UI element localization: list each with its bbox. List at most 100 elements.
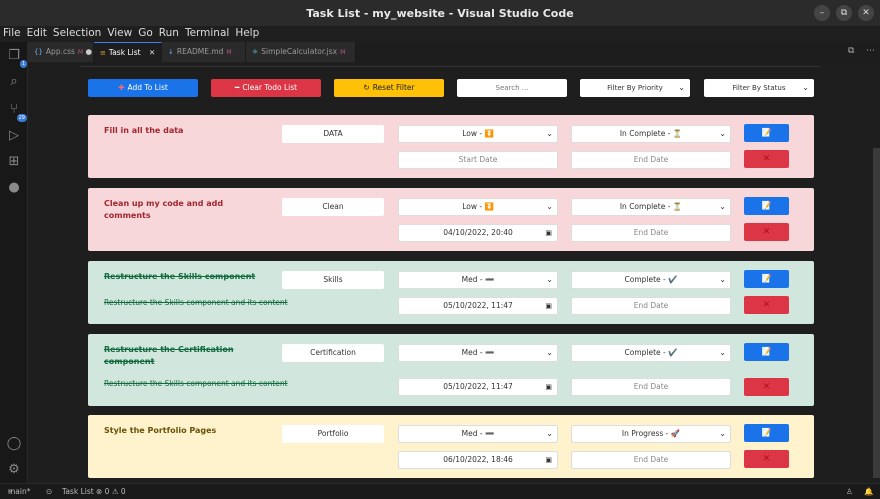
task-start-date-input[interactable]: 05/10/2022, 11:47 ▣ [398,378,558,396]
menu-file[interactable]: File [3,27,21,39]
clear-todo-list-button[interactable]: ━ Clear Todo List [211,79,321,97]
branch-name: main* [8,487,31,496]
notifications-bell-icon[interactable]: 🔔 [864,487,874,496]
task-start-date-input[interactable]: 06/10/2022, 18:46 ▣ [398,451,558,469]
edit-task-button[interactable]: 📝 [744,424,789,442]
minimize-button[interactable]: – [814,5,830,21]
task-priority-select[interactable]: Med - ➖ ⌄ [398,425,558,443]
branch-icon: ⑂ [8,487,13,496]
task-end-date-input[interactable]: End Date [571,378,731,396]
chevron-down-icon: ⌄ [719,202,726,211]
menu-run[interactable]: Run [158,27,179,39]
task-status-value: In Progress - 🚀 [621,429,681,438]
task-category-input[interactable]: Skills [282,271,384,289]
chevron-down-icon: ⌄ [719,129,726,138]
filter-by-priority-select[interactable]: Filter By Priority ⌄ [580,79,690,97]
menu-selection[interactable]: Selection [52,27,102,39]
task-status-select[interactable]: In Complete - ⏳ ⌄ [571,198,731,216]
window-title: Task List - my_website - Visual Studio C… [306,7,574,20]
edit-task-button[interactable]: 📝 [744,124,789,142]
task-start-date-value: 05/10/2022, 11:47 [443,382,513,391]
task-title: Fill in all the data [104,126,184,135]
edit-task-button[interactable]: 📝 [744,270,789,288]
chevron-down-icon: ⌄ [546,129,553,138]
explorer-badge: 1 [19,60,27,68]
task-priority-select[interactable]: Med - ➖ ⌄ [398,271,558,289]
refresh-icon: ↻ [363,83,370,92]
menu-go[interactable]: Go [138,27,153,39]
task-priority-select[interactable]: Med - ➖ ⌄ [398,344,558,362]
task-category-input[interactable]: DATA [282,125,384,143]
reset-filter-button[interactable]: ↻ Reset Filter [334,79,444,97]
task-end-date-input[interactable]: End Date [571,224,731,242]
tab-simple-calculator[interactable]: ⚛ SimpleCalculator.jsx M [246,42,356,62]
task-start-date-value: Start Date [458,155,498,164]
delete-task-button[interactable]: ✕ [744,450,789,468]
menu-bar: File Edit Selection View Go Run Terminal Help [0,26,880,42]
task-status-select[interactable]: In Progress - 🚀 ⌄ [571,425,731,443]
task-status-select[interactable]: In Complete - ⏳ ⌄ [571,125,731,143]
add-to-list-button[interactable]: ✚ Add To List [88,79,198,97]
edit-task-button[interactable]: 📝 [744,197,789,215]
problems-indicator[interactable]: ⊗ 0 ⚠ 0 [96,487,126,496]
editor-area: ✚ Add To List ━ Clear Todo List ↻ Reset Fil… [28,62,880,483]
source-control-icon[interactable]: ⑂ 29 [10,102,27,122]
task-end-date-input[interactable]: End Date [571,297,731,315]
sync-icon[interactable]: ⊙ [46,487,53,496]
more-actions-icon[interactable]: ⋯ [866,46,875,56]
task-start-date-input[interactable]: Start Date [398,151,558,169]
task-category-input[interactable]: Clean [282,198,384,216]
calendar-icon[interactable]: ▣ [545,229,552,237]
delete-task-button[interactable]: ✕ [744,150,789,168]
task-description: Restructure the Skills component and its… [104,379,288,388]
edit-icon: 📝 [761,428,772,437]
search-icon[interactable]: ⌕ [10,74,18,89]
calendar-icon[interactable]: ▣ [545,456,552,464]
filter-by-status-select[interactable]: Filter By Status ⌄ [704,79,814,97]
explorer-icon[interactable]: ❐ 1 [8,48,27,68]
task-category-input[interactable]: Portfolio [282,425,384,443]
close-tab-icon[interactable]: ✕ [148,48,156,57]
menu-edit[interactable]: Edit [26,27,47,39]
task-start-date-input[interactable]: 05/10/2022, 11:47 ▣ [398,297,558,315]
run-debug-icon[interactable]: ▷ [9,128,19,143]
delete-task-button[interactable]: ✕ [744,296,789,314]
task-start-date-input[interactable]: 04/10/2022, 20:40 ▣ [398,224,558,242]
edit-task-button[interactable]: 📝 [744,343,789,361]
task-status-select[interactable]: Complete - ✔️ ⌄ [571,271,731,289]
account-icon[interactable]: ◯ [6,436,22,451]
chevron-down-icon: ⌄ [719,429,726,438]
task-priority-select[interactable]: Low - ⏬ ⌄ [398,198,558,216]
menu-view[interactable]: View [107,27,133,39]
accounts-status-icon[interactable]: ♙ [846,487,853,496]
filter-by-status-label: Filter By Status [732,84,786,92]
extensions-icon[interactable]: ⊞ [8,154,20,169]
tab-readme[interactable]: ↓ README.md M [162,42,246,62]
close-window-button[interactable]: ✕ [858,5,874,21]
add-to-list-label: Add To List [127,83,168,92]
calendar-icon[interactable]: ▣ [545,302,552,310]
chevron-down-icon: ⌄ [546,275,553,284]
delete-task-button[interactable]: ✕ [744,223,789,241]
modified-marker: M [77,49,84,56]
maximize-button[interactable]: ⧉ [836,5,852,21]
tab-label: App.css [45,47,75,56]
menu-terminal[interactable]: Terminal [184,27,230,39]
task-priority-select[interactable]: Low - ⏬ ⌄ [398,125,558,143]
search-input[interactable]: Search ... [457,79,567,97]
editor-scrollbar[interactable] [873,148,880,478]
split-editor-icon[interactable]: ⧉ [848,46,855,56]
task-end-date-input[interactable]: End Date [571,151,731,169]
task-end-date-input[interactable]: End Date [571,451,731,469]
delete-icon: ✕ [762,154,771,164]
task-category-input[interactable]: Certification [282,344,384,362]
calendar-icon[interactable]: ▣ [545,383,552,391]
menu-help[interactable]: Help [235,27,260,39]
github-icon[interactable]: ● [8,180,20,195]
task-status-select[interactable]: Complete - ✔️ ⌄ [571,344,731,362]
status-task-name[interactable]: Task List [62,487,94,496]
settings-gear-icon[interactable]: ⚙ [8,462,20,477]
tab-app-css[interactable]: {} App.css M ● [28,42,94,62]
tab-task-list[interactable]: ≡ Task List ✕ [94,42,162,62]
delete-task-button[interactable]: ✕ [744,378,789,396]
